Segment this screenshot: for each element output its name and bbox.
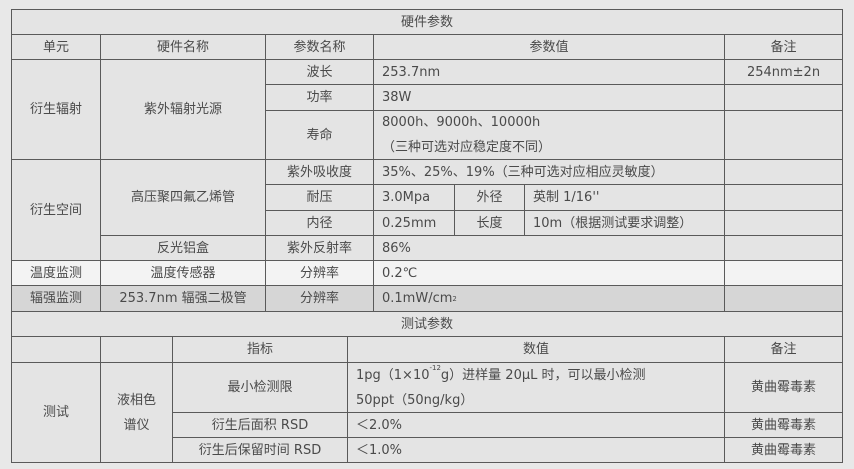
hardware-section-title: 硬件参数: [11, 9, 843, 35]
value-power: 38W: [373, 84, 725, 111]
value-text: 0.1mW/cm: [382, 291, 453, 306]
value-lifetime: 8000h、9000h、10000h （三种可选对应稳定度不同）: [373, 110, 725, 160]
value-lod-a: 1pg（1×10: [356, 367, 430, 383]
unit-radiation: 衍生辐射: [11, 59, 101, 160]
param-power: 功率: [265, 84, 374, 111]
header-param-value: 参数值: [373, 34, 725, 60]
note-pressure: [724, 184, 843, 211]
hardware-temp-sensor: 温度传感器: [100, 260, 266, 286]
hardware-uv-source: 紫外辐射光源: [100, 59, 266, 160]
note-inner: [724, 210, 843, 236]
param-reflectance: 紫外反射率: [265, 235, 374, 261]
header-note: 备注: [724, 34, 843, 60]
unit-irradiance: 辐强监测: [11, 285, 101, 312]
value-area-rsd: ＜2.0%: [347, 412, 725, 438]
test-header-metric: 指标: [172, 336, 348, 363]
hardware-ptfe-tube: 高压聚四氟乙烯管: [100, 159, 266, 236]
metric-lod: 最小检测限: [172, 362, 348, 413]
value-lifetime-line1: 8000h、9000h、10000h: [382, 115, 541, 130]
test-header-value: 数值: [347, 336, 725, 363]
header-unit: 单元: [11, 34, 101, 60]
note-retention-rsd: 黄曲霉毒素: [724, 437, 843, 463]
note-reflectance: [724, 235, 843, 261]
note-temperature: [724, 260, 843, 286]
value-reflectance: 86%: [373, 235, 725, 261]
metric-area-rsd: 衍生后面积 RSD: [172, 412, 348, 438]
hardware-reflector-box: 反光铝盒: [100, 235, 266, 261]
param-outer-diameter: 外径: [454, 184, 525, 211]
param-absorbance: 紫外吸收度: [265, 159, 374, 185]
metric-retention-rsd: 衍生后保留时间 RSD: [172, 437, 348, 463]
note-area-rsd: 黄曲霉毒素: [724, 412, 843, 438]
value-inner-diameter: 0.25mm: [373, 210, 455, 236]
value-lod-line2: 50ppt（50ng/kg）: [356, 392, 474, 408]
value-temp-resolution: 0.2℃: [373, 260, 725, 286]
header-param-name: 参数名称: [265, 34, 374, 60]
value-pressure: 3.0Mpa: [373, 184, 455, 211]
test-instrument: 液相色谱仪: [100, 362, 173, 463]
header-hardware-name: 硬件名称: [100, 34, 266, 60]
param-temp-resolution: 分辨率: [265, 260, 374, 286]
value-lod: 1pg（1×10-12g）进样量 20μL 时，可以最小检测 50ppt（50n…: [347, 362, 725, 413]
value-lod-b: g）进样量 20μL 时，可以最小检测: [440, 367, 646, 383]
value-absorbance: 35%、25%、19%（三种可选对应相应灵敏度）: [373, 159, 725, 185]
value-wavelength: 253.7nm: [373, 59, 725, 85]
test-unit: 测试: [11, 362, 101, 463]
test-header-blank-1: [11, 336, 101, 363]
note-lifetime: [724, 110, 843, 160]
note-irradiance: [724, 285, 843, 312]
note-wavelength: 254nm±2n: [724, 59, 843, 85]
value-length: 10m（根据测试要求调整）: [524, 210, 725, 236]
param-wavelength: 波长: [265, 59, 374, 85]
unit-space: 衍生空间: [11, 159, 101, 261]
value-lod-sup: -12: [429, 363, 441, 372]
note-lod: 黄曲霉毒素: [724, 362, 843, 413]
value-outer-diameter: 英制 1/16'': [524, 184, 725, 211]
value-irradiance-resolution: 0.1mW/cm 2: [373, 285, 725, 312]
value-sup: 2: [452, 294, 457, 303]
test-section-title: 测试参数: [11, 311, 843, 337]
param-lifetime: 寿命: [265, 110, 374, 160]
value-retention-rsd: ＜1.0%: [347, 437, 725, 463]
value-lod-line1: 1pg（1×10-12g）进样量 20μL 时，可以最小检测: [356, 363, 646, 388]
param-length: 长度: [454, 210, 525, 236]
unit-temperature: 温度监测: [11, 260, 101, 286]
note-absorbance: [724, 159, 843, 185]
note-power: [724, 84, 843, 111]
param-irradiance-resolution: 分辨率: [265, 285, 374, 312]
param-inner-diameter: 内径: [265, 210, 374, 236]
test-header-blank-2: [100, 336, 173, 363]
test-header-note: 备注: [724, 336, 843, 363]
param-pressure: 耐压: [265, 184, 374, 211]
hardware-photodiode: 253.7nm 辐强二极管: [100, 285, 266, 312]
value-lifetime-line2: （三种可选对应稳定度不同）: [382, 140, 552, 155]
